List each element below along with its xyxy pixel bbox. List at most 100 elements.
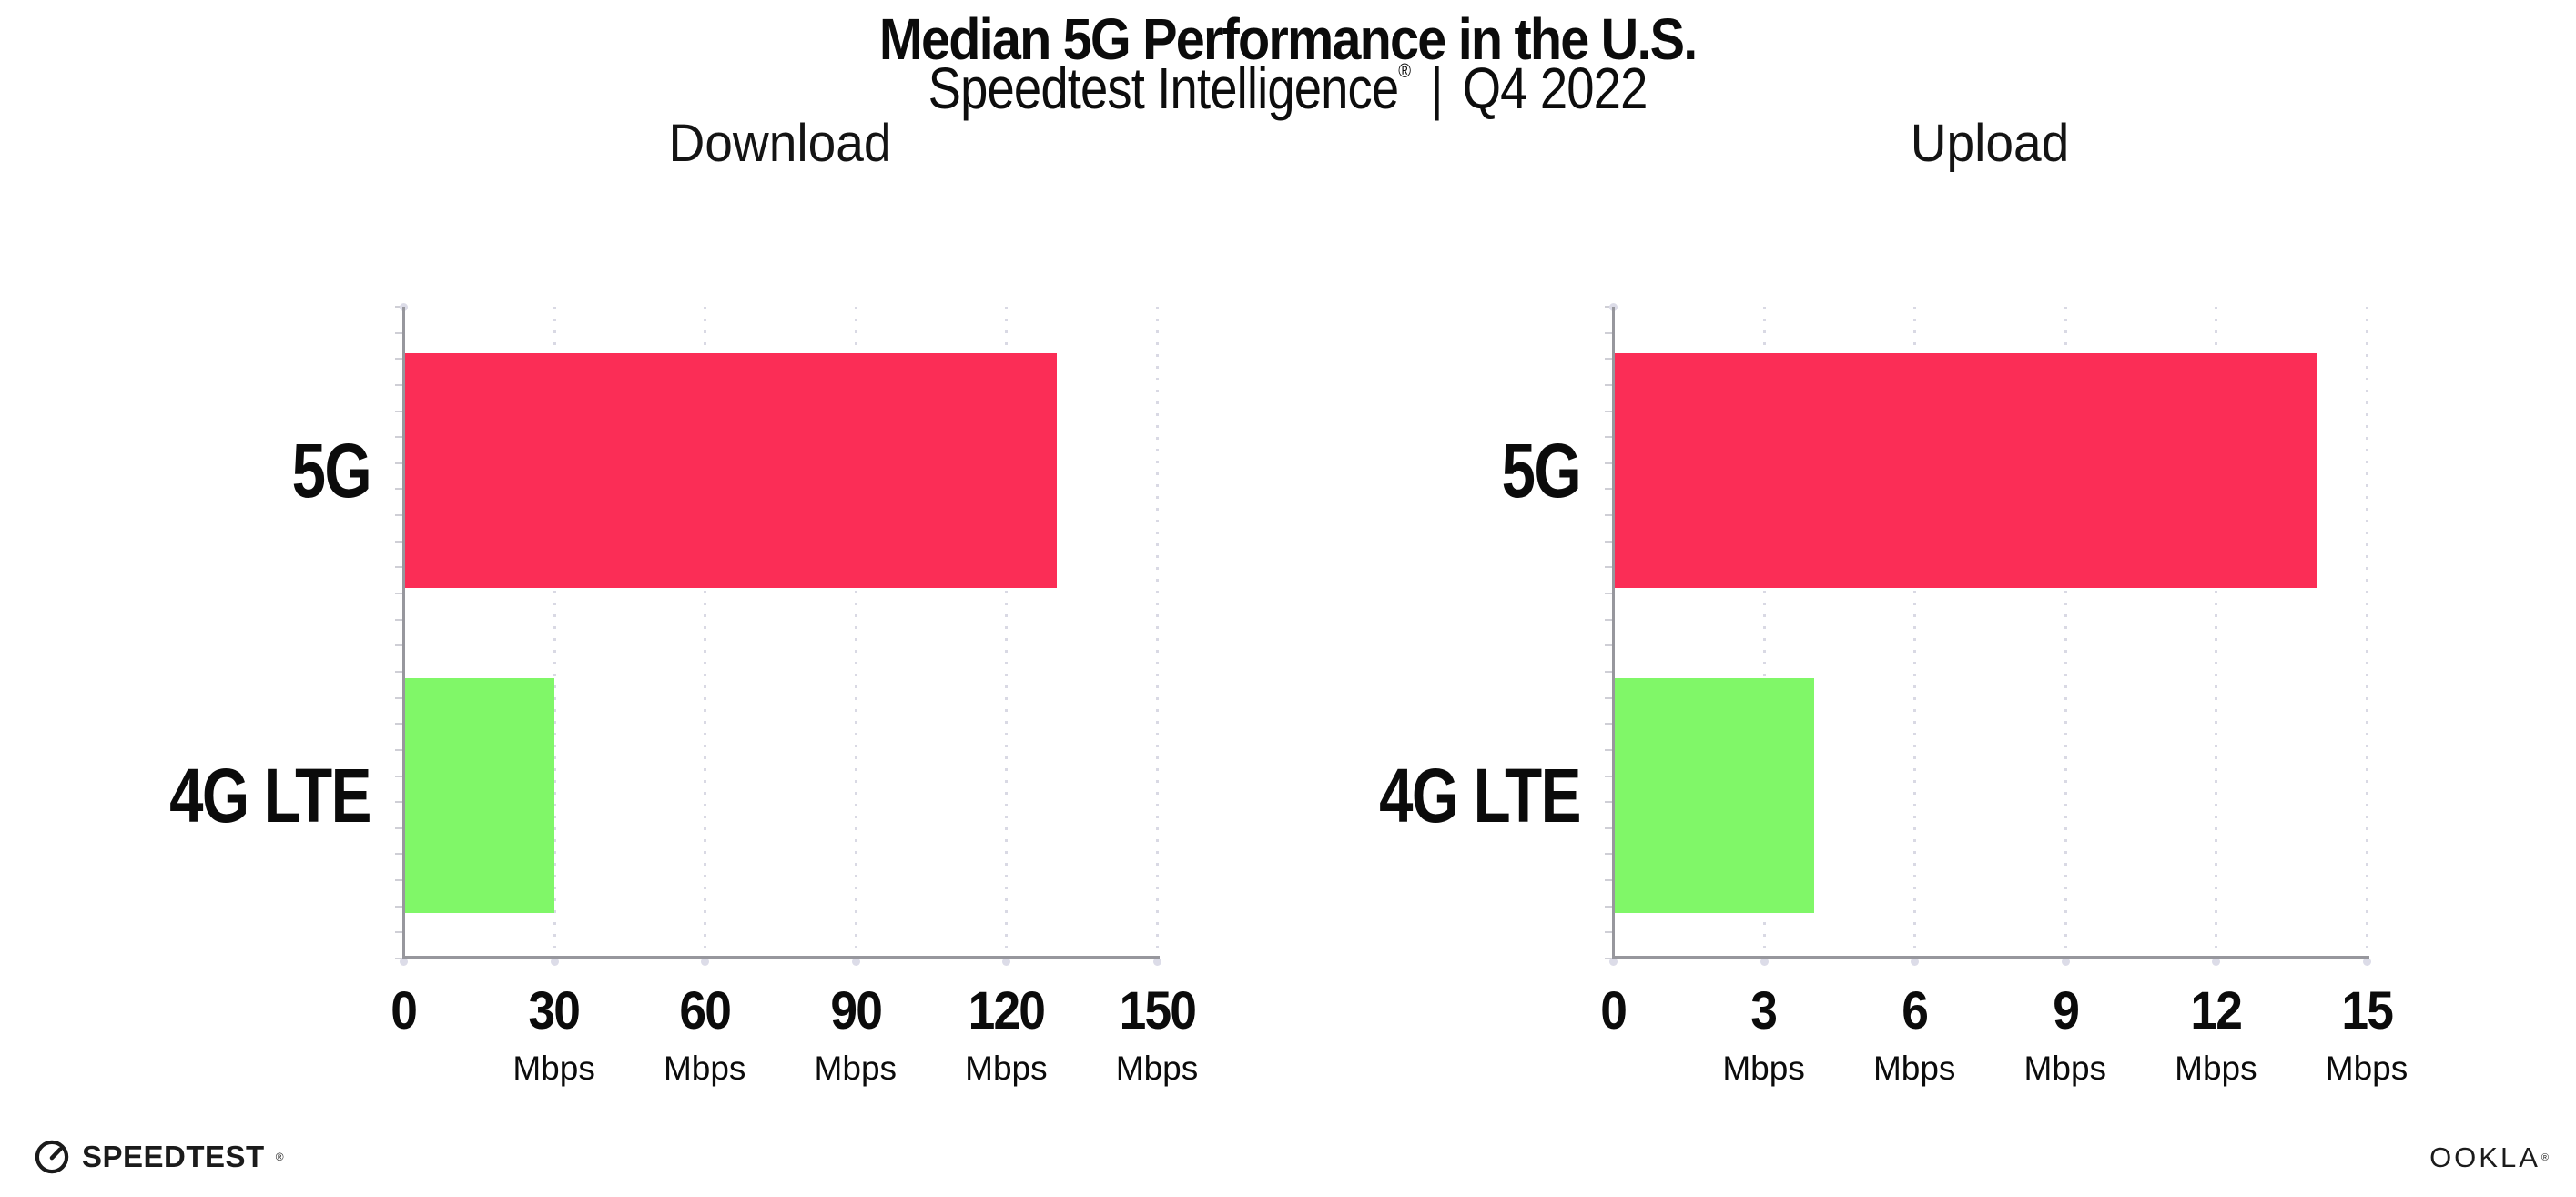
category-label-text: 4G LTE <box>169 752 371 838</box>
y-axis-minor-tick <box>1605 331 1613 334</box>
y-axis-minor-tick <box>1605 436 1613 439</box>
y-axis-minor-tick <box>395 618 403 621</box>
registered-mark: ® <box>1398 59 1412 82</box>
y-axis-minor-tick <box>1605 618 1613 621</box>
x-axis-tick-dot <box>1911 958 1920 966</box>
upload-bar-5g <box>1615 353 2317 588</box>
y-axis-minor-tick <box>1605 748 1613 751</box>
x-axis-tick-dot <box>1609 958 1618 966</box>
tick-value: 120 <box>968 981 1046 1040</box>
tick-value: 60 <box>679 981 731 1040</box>
download-tick-label-90: 90 <box>756 985 956 1038</box>
x-axis-tick-dot <box>2363 958 2371 966</box>
y-axis-minor-tick <box>1605 801 1613 804</box>
y-axis-minor-tick <box>395 853 403 856</box>
upload-tick-label-0: 0 <box>1513 985 1713 1038</box>
y-axis-minor-tick <box>1605 775 1613 777</box>
download-category-label-4g-lte: 4G LTE <box>0 678 371 913</box>
x-axis-tick-dot <box>851 958 860 966</box>
speedtest-wordmark: SPEEDTEST <box>82 1140 265 1173</box>
ookla-wordmark: OOKLA <box>2429 1141 2541 1173</box>
y-axis-minor-tick <box>395 462 403 464</box>
y-axis-minor-tick <box>395 670 403 673</box>
speedtest-logo: SPEEDTEST ® <box>33 1138 284 1176</box>
y-axis-minor-tick <box>1605 566 1613 569</box>
y-axis-minor-tick <box>1605 827 1613 829</box>
subtitle-separator: | <box>1430 56 1444 121</box>
upload-bar-4g-lte <box>1615 678 1814 913</box>
tick-value: 3 <box>1750 981 1779 1040</box>
gridline-9-mbps <box>2064 307 2067 959</box>
subtitle-period: Q4 2022 <box>1463 56 1648 121</box>
x-axis-tick-dot <box>1002 958 1011 966</box>
download-tick-label-30: 30 <box>454 985 654 1038</box>
tick-value: 12 <box>2190 981 2243 1040</box>
y-axis-minor-tick <box>1605 540 1613 543</box>
y-axis-minor-tick <box>395 801 403 804</box>
y-axis-minor-tick <box>395 905 403 908</box>
download-title: Download <box>668 114 892 173</box>
gridline-3-mbps <box>1762 307 1766 959</box>
y-axis-minor-tick <box>395 827 403 829</box>
subtitle: Speedtest Intelligence® | Q4 2022 <box>0 55 2576 122</box>
gridline-120-mbps <box>1005 307 1009 959</box>
tick-value: 0 <box>1600 981 1628 1040</box>
upload-category-label-4g-lte: 4G LTE <box>1161 678 1581 913</box>
upload-tick-label-9: 9 <box>1965 985 2165 1038</box>
y-axis-minor-tick <box>395 306 403 308</box>
ookla-registered-mark: ® <box>2541 1152 2549 1163</box>
y-axis-minor-tick <box>395 931 403 934</box>
upload-x-axis <box>1612 956 2369 959</box>
gridline-150-mbps <box>1156 307 1159 959</box>
upload-tick-unit-15: Mbps <box>2325 1050 2409 1087</box>
y-axis-minor-tick <box>1605 514 1613 517</box>
download-tick-label-120: 120 <box>906 985 1106 1038</box>
y-axis-minor-tick <box>395 775 403 777</box>
upload-tick-label-15: 15 <box>2267 985 2467 1038</box>
ookla-logo: OOKLA ® <box>2429 1141 2549 1174</box>
download-bar-4g-lte <box>405 678 554 913</box>
y-axis-minor-tick <box>395 358 403 360</box>
download-y-axis <box>402 307 405 959</box>
y-axis-minor-tick <box>1605 644 1613 647</box>
y-axis-minor-tick <box>1605 723 1613 725</box>
y-axis-minor-tick <box>395 696 403 699</box>
gridline-60-mbps <box>704 307 707 959</box>
x-axis-tick-dot <box>2061 958 2070 966</box>
tick-value: 0 <box>390 981 418 1040</box>
y-axis-minor-tick <box>395 566 403 569</box>
x-axis-tick-dot <box>400 958 408 966</box>
tick-value: 9 <box>2052 981 2080 1040</box>
tick-value: 90 <box>829 981 882 1040</box>
x-axis-tick-dot <box>1760 958 1769 966</box>
x-axis-tick-dot <box>550 958 559 966</box>
y-axis-minor-tick <box>1605 383 1613 386</box>
download-tick-label-150: 150 <box>1057 985 1257 1038</box>
y-axis-minor-tick <box>1605 905 1613 908</box>
y-axis-top-dot <box>400 303 408 311</box>
upload-tick-label-12: 12 <box>2115 985 2316 1038</box>
download-tick-unit-120: Mbps <box>965 1050 1048 1087</box>
y-axis-minor-tick <box>395 514 403 517</box>
tick-value: 150 <box>1119 981 1196 1040</box>
x-axis-tick-dot <box>2212 958 2221 966</box>
upload-tick-label-6: 6 <box>1814 985 2014 1038</box>
header: Median 5G Performance in the U.S. <box>0 5 2576 73</box>
y-axis-minor-tick <box>1605 670 1613 673</box>
y-axis-minor-tick <box>395 488 403 491</box>
page-title: Median 5G Performance in the U.S. <box>879 6 1698 72</box>
speedtest-registered-mark: ® <box>275 1151 284 1163</box>
y-axis-minor-tick <box>395 879 403 882</box>
y-axis-minor-tick <box>1605 931 1613 934</box>
download-category-label-5g: 5G <box>0 353 372 588</box>
y-axis-minor-tick <box>1605 462 1613 464</box>
upload-y-axis <box>1612 307 1615 959</box>
y-axis-minor-tick <box>1605 879 1613 882</box>
y-axis-minor-tick <box>1605 853 1613 856</box>
category-label-text: 5G <box>1501 427 1582 513</box>
download-tick-unit-30: Mbps <box>512 1050 595 1087</box>
upload-tick-unit-12: Mbps <box>2175 1050 2257 1087</box>
y-axis-minor-tick <box>395 723 403 725</box>
